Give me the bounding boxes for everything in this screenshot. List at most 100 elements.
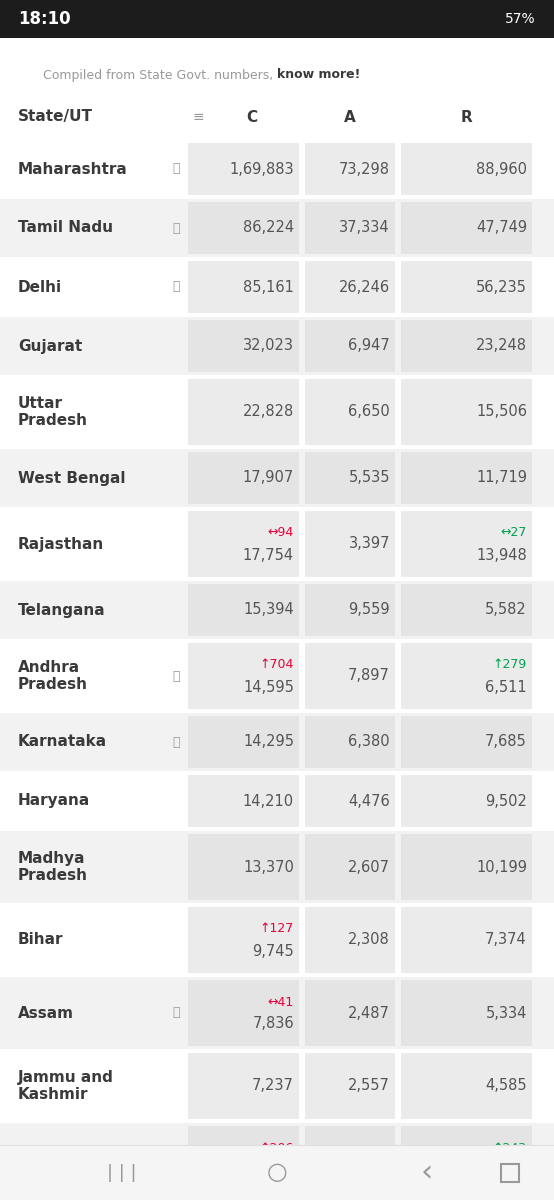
Text: ↑704: ↑704 bbox=[260, 659, 294, 672]
Text: Gujarat: Gujarat bbox=[18, 338, 82, 354]
Bar bbox=[401, 379, 532, 445]
Bar bbox=[0, 977, 554, 1049]
Text: A: A bbox=[344, 109, 356, 125]
Bar bbox=[305, 320, 395, 372]
Text: 3,397: 3,397 bbox=[348, 536, 390, 552]
Text: ↑243: ↑243 bbox=[493, 1141, 527, 1154]
Text: 11,719: 11,719 bbox=[476, 470, 527, 486]
Text: 4,476: 4,476 bbox=[348, 793, 390, 809]
Bar bbox=[0, 713, 554, 770]
Text: 6,650: 6,650 bbox=[348, 404, 390, 420]
Bar bbox=[0, 140, 554, 198]
Text: 10,199: 10,199 bbox=[476, 859, 527, 875]
Text: Pradesh: Pradesh bbox=[18, 868, 88, 883]
Bar bbox=[0, 199, 554, 257]
Text: Rajasthan: Rajasthan bbox=[18, 536, 104, 552]
Text: ⓘ: ⓘ bbox=[172, 736, 180, 749]
Text: Compiled from State Govt. numbers,: Compiled from State Govt. numbers, bbox=[43, 68, 277, 82]
Bar bbox=[401, 834, 532, 900]
Bar bbox=[401, 452, 532, 504]
Text: 86,224: 86,224 bbox=[243, 221, 294, 235]
Text: ⓘ: ⓘ bbox=[172, 281, 180, 294]
Bar bbox=[188, 143, 299, 194]
Bar bbox=[305, 379, 395, 445]
Text: 18:10: 18:10 bbox=[18, 10, 70, 28]
Text: 2,607: 2,607 bbox=[348, 859, 390, 875]
Text: ‹: ‹ bbox=[420, 1158, 433, 1187]
Text: 23,248: 23,248 bbox=[476, 338, 527, 354]
Text: 5,189: 5,189 bbox=[485, 1163, 527, 1177]
Bar bbox=[188, 834, 299, 900]
Text: 7,374: 7,374 bbox=[485, 932, 527, 948]
Text: 6,380: 6,380 bbox=[348, 734, 390, 750]
Text: 13,370: 13,370 bbox=[243, 859, 294, 875]
Text: Karnataka: Karnataka bbox=[18, 734, 107, 750]
Text: Delhi: Delhi bbox=[18, 280, 62, 294]
Text: 9,559: 9,559 bbox=[348, 602, 390, 618]
Bar bbox=[305, 452, 395, 504]
Text: ↑127: ↑127 bbox=[260, 923, 294, 936]
Text: Jammu and: Jammu and bbox=[18, 1070, 114, 1085]
Text: 7,897: 7,897 bbox=[348, 668, 390, 684]
Text: 9,745: 9,745 bbox=[252, 943, 294, 959]
Bar bbox=[188, 511, 299, 577]
Text: ↑279: ↑279 bbox=[493, 659, 527, 672]
Text: 2,308: 2,308 bbox=[348, 932, 390, 948]
Text: ⓘ: ⓘ bbox=[172, 670, 180, 683]
Bar bbox=[0, 258, 554, 316]
Text: ⓘ: ⓘ bbox=[172, 222, 180, 234]
Text: 26,246: 26,246 bbox=[339, 280, 390, 294]
Text: Tamil Nadu: Tamil Nadu bbox=[18, 221, 113, 235]
Bar bbox=[401, 1054, 532, 1118]
Text: 6,947: 6,947 bbox=[348, 338, 390, 354]
Bar bbox=[188, 452, 299, 504]
Text: 6,511: 6,511 bbox=[485, 679, 527, 695]
Bar bbox=[305, 907, 395, 973]
Text: ⓘ: ⓘ bbox=[172, 1007, 180, 1020]
Text: 1,69,883: 1,69,883 bbox=[229, 162, 294, 176]
Text: Andhra: Andhra bbox=[18, 660, 80, 674]
Bar bbox=[0, 581, 554, 638]
Text: 4,585: 4,585 bbox=[485, 1079, 527, 1093]
Bar bbox=[401, 143, 532, 194]
Bar bbox=[305, 716, 395, 768]
Bar bbox=[401, 511, 532, 577]
Bar bbox=[401, 775, 532, 827]
Bar bbox=[0, 830, 554, 902]
Text: 5,334: 5,334 bbox=[486, 1006, 527, 1020]
Bar bbox=[305, 1054, 395, 1118]
Text: 17,754: 17,754 bbox=[243, 547, 294, 563]
Text: ↔94: ↔94 bbox=[268, 527, 294, 540]
Bar bbox=[0, 1145, 554, 1200]
Text: ↔41: ↔41 bbox=[268, 996, 294, 1008]
Text: 2,487: 2,487 bbox=[348, 1006, 390, 1020]
Bar bbox=[0, 1050, 554, 1122]
Text: Uttar: Uttar bbox=[18, 396, 63, 410]
Bar bbox=[188, 1054, 299, 1118]
Bar bbox=[0, 0, 554, 38]
Text: Madhya: Madhya bbox=[18, 851, 85, 866]
Text: 15,506: 15,506 bbox=[476, 404, 527, 420]
Text: Kashmir: Kashmir bbox=[18, 1087, 89, 1102]
Bar bbox=[305, 511, 395, 577]
Bar bbox=[401, 202, 532, 254]
Bar bbox=[188, 775, 299, 827]
Text: 37,334: 37,334 bbox=[340, 221, 390, 235]
Bar bbox=[305, 643, 395, 709]
Bar bbox=[0, 508, 554, 580]
Text: Pradesh: Pradesh bbox=[18, 677, 88, 692]
Text: | | |: | | | bbox=[107, 1164, 137, 1182]
Text: 22,828: 22,828 bbox=[243, 404, 294, 420]
Text: ⓘ: ⓘ bbox=[172, 1152, 180, 1165]
Bar bbox=[188, 907, 299, 973]
Bar bbox=[401, 584, 532, 636]
Text: ↑206: ↑206 bbox=[260, 1141, 294, 1154]
Bar bbox=[401, 907, 532, 973]
Bar bbox=[0, 95, 554, 139]
Text: 32,023: 32,023 bbox=[243, 338, 294, 354]
Text: 73,298: 73,298 bbox=[339, 162, 390, 176]
Bar bbox=[305, 980, 395, 1046]
Bar bbox=[0, 772, 554, 830]
Bar bbox=[0, 640, 554, 712]
Bar bbox=[305, 1126, 395, 1192]
